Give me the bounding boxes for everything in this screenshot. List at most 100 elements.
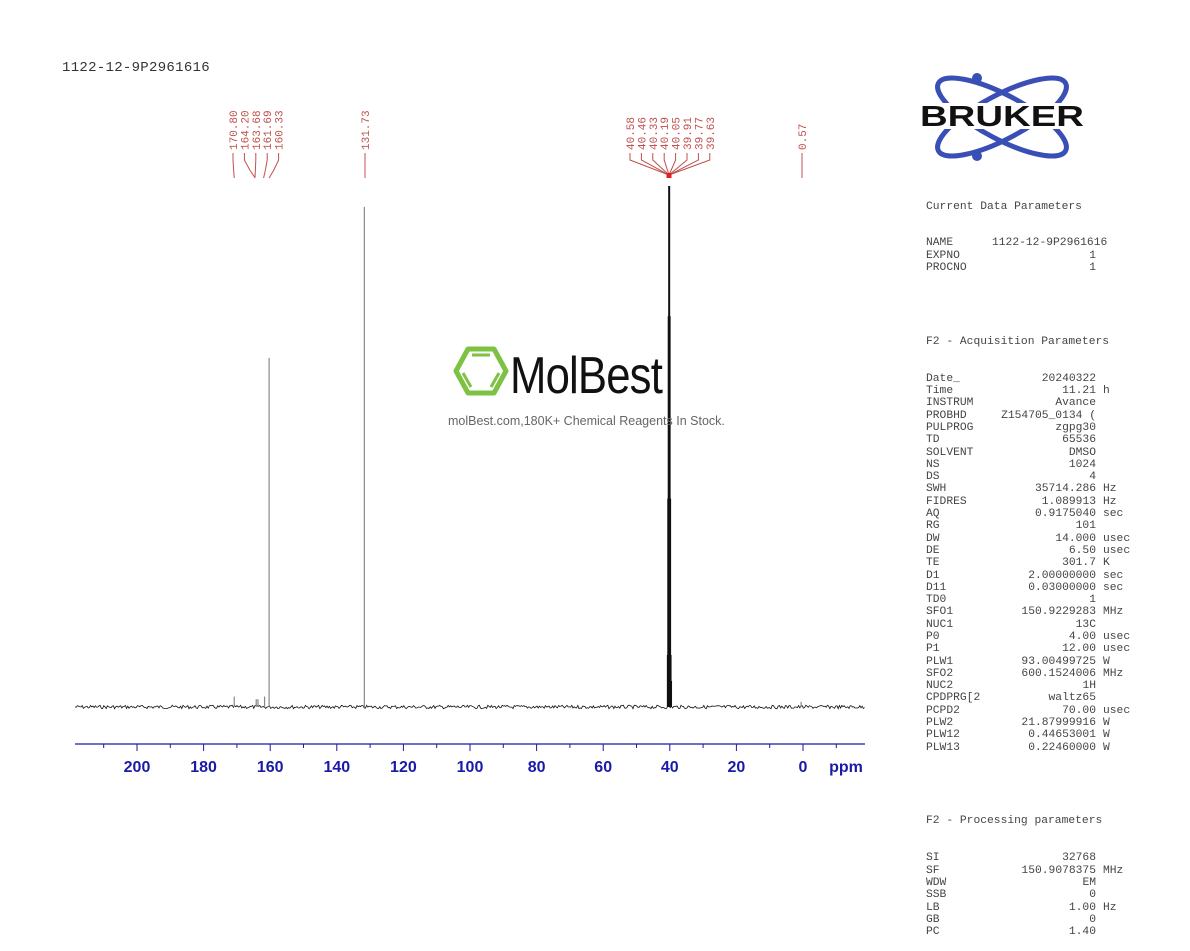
param-key: Time — [926, 385, 954, 398]
param-row: PCPD2 70.00 usec — [926, 705, 1143, 717]
param-value: 1 — [1089, 249, 1096, 262]
param-key: PLW13 — [926, 741, 960, 754]
param-value: waltz65 — [1048, 692, 1096, 705]
param-row: SI 32768 — [926, 852, 1143, 864]
param-key: NAME — [926, 237, 954, 250]
param-value: 4.00 — [1068, 630, 1096, 643]
param-row: FIDRES 1.089913 Hz — [926, 496, 1143, 508]
param-key: EXPNO — [926, 249, 960, 262]
param-row: TD 65536 — [926, 434, 1143, 446]
param-value: 20240322 — [1041, 372, 1096, 385]
param-row: PC 1.40 — [926, 926, 1143, 938]
param-value: 93.00499725 — [1021, 655, 1096, 668]
param-key: P0 — [926, 630, 940, 643]
param-unit — [1096, 914, 1143, 926]
param-key: INSTRUM — [926, 397, 974, 410]
param-value: 1 — [1089, 262, 1096, 275]
param-row: P0 4.00 usec — [926, 631, 1143, 643]
param-value: 0.9175040 — [1034, 508, 1096, 521]
param-unit — [1096, 594, 1143, 606]
param-row: SFO2 600.1524006 MHz — [926, 668, 1143, 680]
param-value: 1.089913 — [1041, 495, 1096, 508]
param-value: 6.50 — [1068, 544, 1096, 557]
param-key: SOLVENT — [926, 446, 974, 459]
param-key: SI — [926, 852, 940, 865]
param-value: 14.000 — [1055, 532, 1096, 545]
benzene-icon — [453, 346, 509, 396]
param-value: 101 — [1075, 520, 1096, 533]
param-unit: Hz — [1103, 901, 1117, 914]
param-unit: MHz — [1103, 667, 1124, 680]
param-value: 70.00 — [1062, 704, 1096, 717]
param-key: PCPD2 — [926, 704, 960, 717]
atom-orbit-icon — [935, 73, 1069, 161]
param-key: PC — [926, 926, 940, 939]
param-key: SFO1 — [926, 606, 954, 619]
param-value: 35714.286 — [1034, 483, 1096, 496]
param-unit: W — [1103, 729, 1110, 742]
bruker-logo: BRUKER — [920, 73, 1084, 161]
x-axis: 200 180 160 140 120 100 80 60 40 20 0 ppm — [75, 743, 865, 776]
param-value: 1.40 — [1068, 926, 1096, 939]
x-tick-label: 120 — [390, 759, 417, 776]
param-key: DW — [926, 532, 940, 545]
param-value: 0.44653001 — [1028, 729, 1096, 742]
acquisition-params-list: Date_ 20240322 Time 11.21 h INSTRUM Avance PROB… — [926, 373, 1143, 754]
peak-label: 39.63 — [706, 117, 718, 150]
param-value: 11.21 — [1062, 385, 1096, 398]
spectrum-title: 1122-12-9P2961616 — [62, 60, 210, 76]
peak-label: 39.77 — [694, 117, 706, 150]
peak-label: 39.91 — [683, 117, 695, 150]
x-tick-label: 60 — [594, 759, 612, 776]
param-row: Date_ 20240322 — [926, 373, 1143, 385]
param-unit: Hz — [1103, 483, 1117, 496]
param-row: PULPROG zgpg30 — [926, 422, 1143, 434]
bruker-text: BRUKER — [920, 101, 1084, 133]
param-value: 0.03000000 — [1028, 581, 1096, 594]
param-unit — [1096, 447, 1143, 459]
param-key: PULPROG — [926, 421, 974, 434]
param-row: SSB 0 — [926, 889, 1143, 901]
x-tick-label: 100 — [457, 759, 484, 776]
param-unit — [1096, 471, 1143, 483]
param-row: P1 12.00 usec — [926, 643, 1143, 655]
param-value: 150.9078375 — [1021, 864, 1096, 877]
param-unit — [1096, 692, 1143, 704]
param-value: 301.7 — [1062, 557, 1096, 570]
processing-params-title: F2 - Processing parameters — [926, 815, 1103, 828]
param-row: PROBHD Z154705_0134 ( — [926, 410, 1143, 422]
param-key: PLW12 — [926, 729, 960, 742]
param-unit: h — [1103, 385, 1110, 398]
param-key: SSB — [926, 889, 947, 902]
param-row: DS 4 — [926, 471, 1143, 483]
spectrum-trace — [74, 186, 865, 710]
param-key: FIDRES — [926, 495, 967, 508]
param-unit: usec — [1103, 532, 1131, 545]
peak-label: 160.33 — [275, 110, 287, 150]
param-row: SWH 35714.286 Hz — [926, 483, 1143, 495]
param-key: DE — [926, 544, 940, 557]
param-key: TD0 — [926, 594, 947, 607]
molbest-watermark-logo: MolBest — [453, 346, 664, 400]
param-row: NS 1024 — [926, 459, 1143, 471]
param-unit: Hz — [1103, 495, 1117, 508]
peak-label: 163.68 — [252, 110, 264, 150]
param-key: NUC2 — [926, 680, 954, 693]
param-row: CPDPRG[2 waltz65 — [926, 692, 1143, 704]
param-unit — [1096, 422, 1143, 434]
param-unit: sec — [1103, 581, 1124, 594]
param-value: 0.22460000 — [1028, 741, 1096, 754]
parameters-panel: Current Data Parameters NAME 1122-12-9P29… — [926, 176, 1143, 951]
param-row: PLW12 0.44653001 W — [926, 729, 1143, 741]
param-row: INSTRUM Avance — [926, 397, 1143, 409]
param-unit: usec — [1103, 544, 1131, 557]
param-unit: usec — [1103, 630, 1131, 643]
param-key: PROBHD — [926, 409, 967, 422]
param-unit — [1096, 680, 1143, 692]
current-params-title: Current Data Parameters — [926, 200, 1082, 213]
param-row: Time 11.21 h — [926, 385, 1143, 397]
param-value: 12.00 — [1062, 643, 1096, 656]
param-row: WDW EM — [926, 877, 1143, 889]
param-key: NS — [926, 458, 940, 471]
param-key: PLW1 — [926, 655, 954, 668]
